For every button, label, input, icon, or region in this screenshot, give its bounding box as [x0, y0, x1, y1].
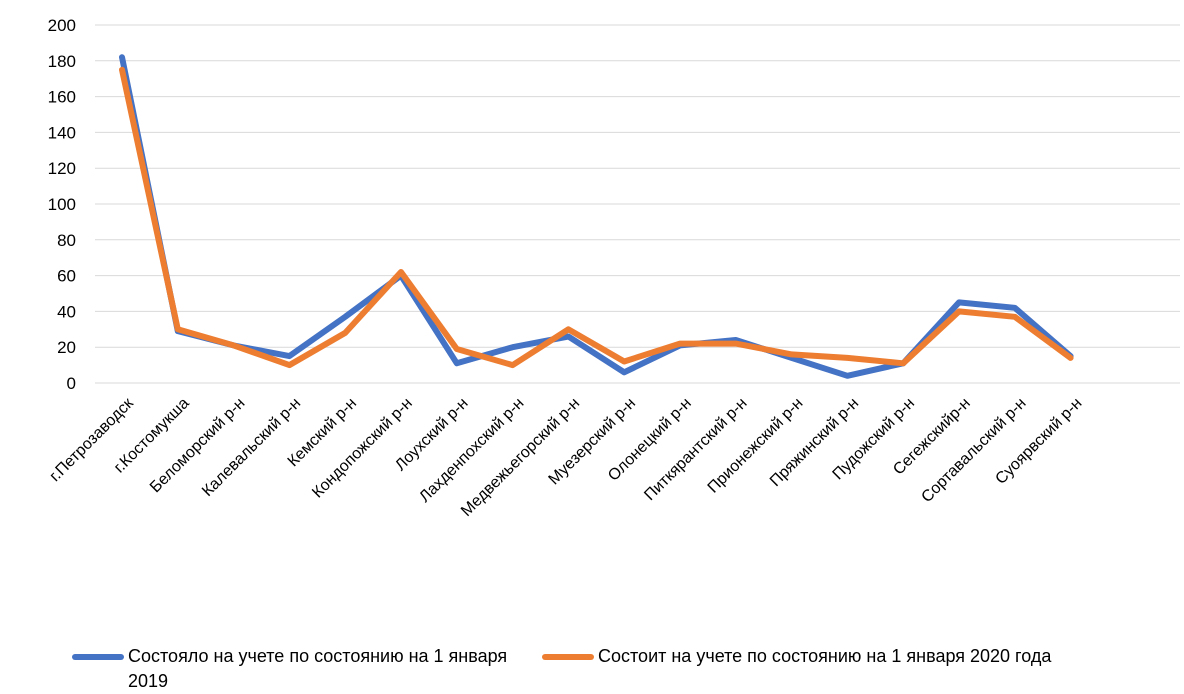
x-tick-label: Прионежский р-н: [705, 395, 807, 497]
legend-label-2019: Состояло на учете по состоянию на 1 янва…: [128, 646, 508, 691]
x-tick-label: Питкярантский р-н: [641, 395, 750, 504]
y-tick-label: 20: [57, 338, 76, 357]
x-tick-label: Лахденпохский р-н: [416, 395, 527, 506]
y-tick-label: 140: [48, 123, 76, 142]
legend-item-2020: Состоит на учете по состоянию на 1 январ…: [542, 644, 1182, 669]
legend-swatch-2019: [72, 654, 124, 660]
x-tick-label: Калевальский р-н: [199, 395, 304, 500]
y-tick-label: 160: [48, 88, 76, 107]
legend-label-2020: Состоит на учете по состоянию на 1 январ…: [598, 646, 1052, 666]
x-tick-label: Беломорский р-н: [147, 395, 248, 496]
y-tick-label: 180: [48, 52, 76, 71]
x-tick-label: Сортавальский р-н: [918, 395, 1029, 506]
legend-swatch-2020: [542, 654, 594, 660]
y-tick-label: 40: [57, 302, 76, 321]
legend-item-2019: Состояло на учете по состоянию на 1 янва…: [72, 644, 512, 694]
y-axis-tick-labels: 0 20 40 60 80 100 120 140 160 180 200: [48, 16, 76, 393]
series-line-2019: [119, 54, 1074, 379]
legend: Состояло на учете по состоянию на 1 янва…: [0, 640, 1184, 693]
y-tick-label: 80: [57, 231, 76, 250]
series-lines: [119, 54, 1074, 379]
grid-lines: [95, 24, 1180, 384]
y-tick-label: 200: [48, 16, 76, 35]
y-tick-label: 0: [67, 374, 76, 393]
y-tick-label: 100: [48, 195, 76, 214]
x-tick-label: Кондопожский р-н: [309, 395, 416, 502]
y-tick-label: 60: [57, 267, 76, 286]
y-tick-label: 120: [48, 159, 76, 178]
series-line-2020: [119, 66, 1074, 369]
line-chart: 0 20 40 60 80 100 120 140 160 180 200 г.Петрозавод…: [47, 16, 1180, 520]
